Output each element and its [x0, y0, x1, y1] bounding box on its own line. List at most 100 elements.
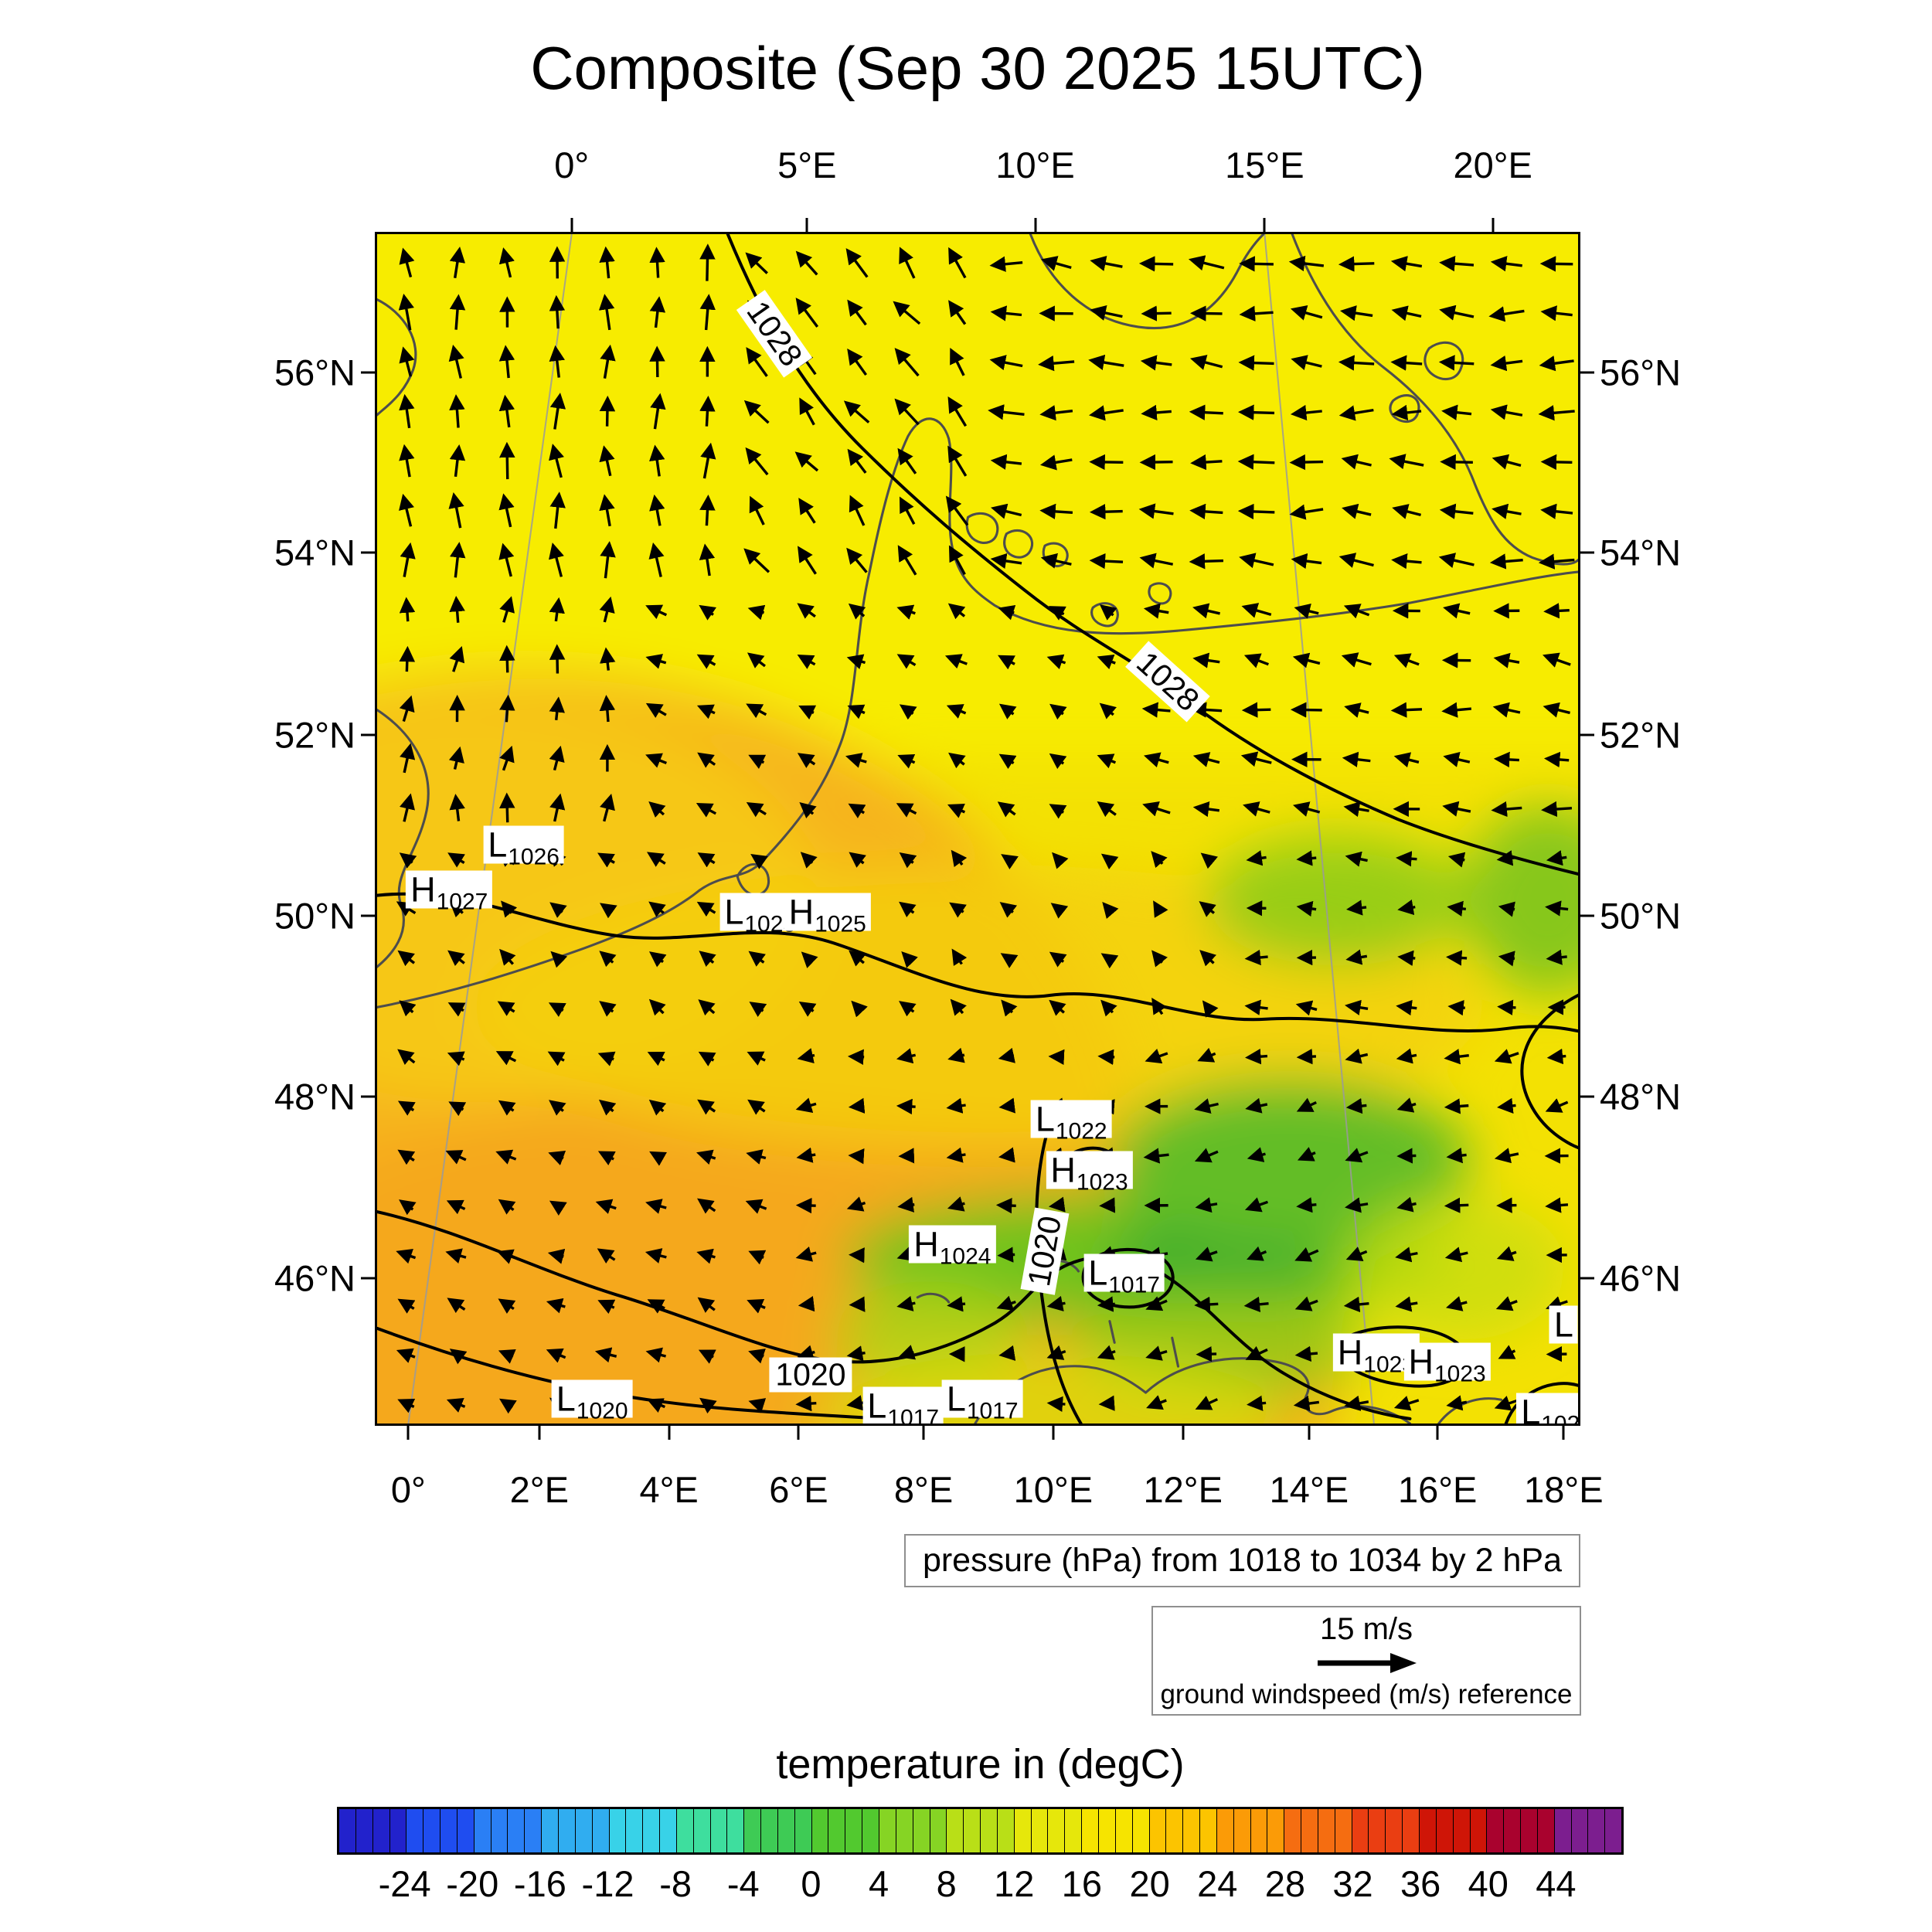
pressure-center-value: 1026 — [508, 844, 560, 869]
wind-arrow — [948, 300, 967, 325]
contour-right-edge — [1520, 993, 1578, 1149]
wind-arrow — [1345, 851, 1368, 867]
wind-arrow — [1446, 1395, 1468, 1411]
lake-como — [1108, 1320, 1116, 1344]
wind-arrow — [998, 655, 1015, 670]
temperature-shading-layer — [377, 234, 1578, 1423]
wind-arrow — [1492, 702, 1521, 718]
coastline-danish-island-2 — [1003, 529, 1033, 559]
wind-arrow — [1239, 305, 1274, 321]
colorbar-tick-label: -8 — [659, 1863, 692, 1904]
pressure-center-l: L1017 — [862, 1386, 944, 1423]
wind-arrow — [896, 1048, 917, 1064]
wind-arrow — [745, 1199, 767, 1214]
wind-arrow — [797, 753, 816, 768]
wind-arrow — [950, 348, 965, 376]
wind-arrow — [1439, 503, 1474, 519]
wind-arrow — [649, 247, 665, 278]
wind-arrow — [1292, 652, 1321, 668]
wind-arrow — [1097, 1049, 1115, 1066]
wind-arrow — [549, 543, 564, 577]
wind-arrow — [797, 603, 816, 619]
colorbar-cell — [558, 1809, 576, 1852]
colorbar-cell — [660, 1809, 677, 1852]
wind-arrow — [1097, 753, 1117, 769]
wind-arrow — [797, 1048, 815, 1063]
colorbar-cell — [1453, 1809, 1471, 1852]
wind-arrow — [748, 1398, 767, 1413]
wind-arrow — [1393, 752, 1420, 768]
axis-label-right: 56°N — [1600, 352, 1682, 393]
wind-arrow — [397, 1298, 416, 1314]
pressure-center-letter: L — [867, 1386, 887, 1423]
wind-arrow — [599, 647, 616, 671]
colorbar-tick-label: 12 — [994, 1863, 1035, 1904]
wind-arrow — [1439, 256, 1475, 272]
wind-arrow — [1048, 1196, 1066, 1213]
wind-arrow — [549, 444, 564, 478]
colorbar-cell — [1115, 1809, 1133, 1852]
wind-arrow — [499, 441, 515, 480]
wind-arrow — [849, 1296, 866, 1312]
wind-arrow — [995, 1197, 1016, 1214]
pressure-center-value: 1027 — [436, 889, 488, 915]
colorbar-cell — [1014, 1809, 1032, 1852]
wind-arrow — [1441, 404, 1472, 420]
wind-arrow — [1046, 1396, 1066, 1412]
pressure-center-l: L1020 — [551, 1379, 633, 1423]
wind-arrow — [648, 1099, 667, 1116]
colorbar-cell — [1301, 1809, 1318, 1852]
wind-arrow — [597, 1151, 616, 1165]
wind-arrow — [1040, 256, 1072, 271]
wind-arrow — [1538, 553, 1575, 570]
wind-arrow — [849, 950, 866, 967]
wind-arrow — [447, 1298, 466, 1314]
wind-arrow — [1345, 999, 1369, 1015]
wind-arrow — [400, 743, 416, 774]
tick-mark-bottom — [1308, 1426, 1311, 1440]
wind-arrow — [649, 444, 665, 477]
axis-label-bottom: 14°E — [1269, 1469, 1349, 1510]
wind-arrow — [699, 951, 716, 968]
wind-arrow — [1139, 553, 1174, 569]
wind-arrow — [1447, 900, 1467, 917]
wind-arrow — [748, 1250, 767, 1265]
wind-arrow — [989, 355, 1023, 371]
wind-arrow — [449, 394, 465, 428]
wind-arrow — [947, 804, 966, 818]
wind-arrow — [798, 1002, 817, 1017]
wind-arrow — [496, 1249, 515, 1264]
wind-arrow — [499, 948, 516, 966]
wind-arrow — [549, 597, 565, 622]
wind-arrow — [595, 1199, 617, 1214]
pressure-center-h: H1023 — [1403, 1342, 1491, 1386]
wind-arrow — [1289, 504, 1324, 520]
wind-arrow — [649, 494, 665, 526]
wind-arrow — [547, 1051, 566, 1066]
wind-arrow — [795, 1097, 817, 1113]
colorbar-cell — [1335, 1809, 1352, 1852]
colorbar-cell — [1048, 1809, 1066, 1852]
wind-arrow — [549, 745, 565, 771]
wind-arrow — [1494, 1148, 1519, 1164]
wind-arrow — [1446, 950, 1468, 966]
wind-arrow — [1342, 503, 1372, 519]
coastline-continent-north-sea-baltic — [377, 417, 1578, 1009]
wind-arrow — [1493, 751, 1519, 768]
wind-arrow — [1294, 1296, 1318, 1311]
colorbar-cell — [1504, 1809, 1522, 1852]
tick-mark-left — [361, 1095, 375, 1098]
pressure-center-letter: H — [1408, 1342, 1434, 1382]
tick-mark-left — [361, 371, 375, 374]
wind-arrow — [599, 445, 615, 477]
wind-arrow — [999, 902, 1018, 918]
wind-arrow — [699, 243, 716, 281]
pressure-center-letter: H — [410, 869, 436, 910]
wind-arrow — [946, 1147, 966, 1163]
colorbar-tick-label: -4 — [726, 1863, 760, 1904]
wind-arrow — [599, 695, 616, 723]
wind-arrow — [498, 1349, 516, 1364]
wind-arrow — [398, 293, 414, 331]
colorbar-cell — [1149, 1809, 1167, 1852]
colorbar-cell — [879, 1809, 896, 1852]
